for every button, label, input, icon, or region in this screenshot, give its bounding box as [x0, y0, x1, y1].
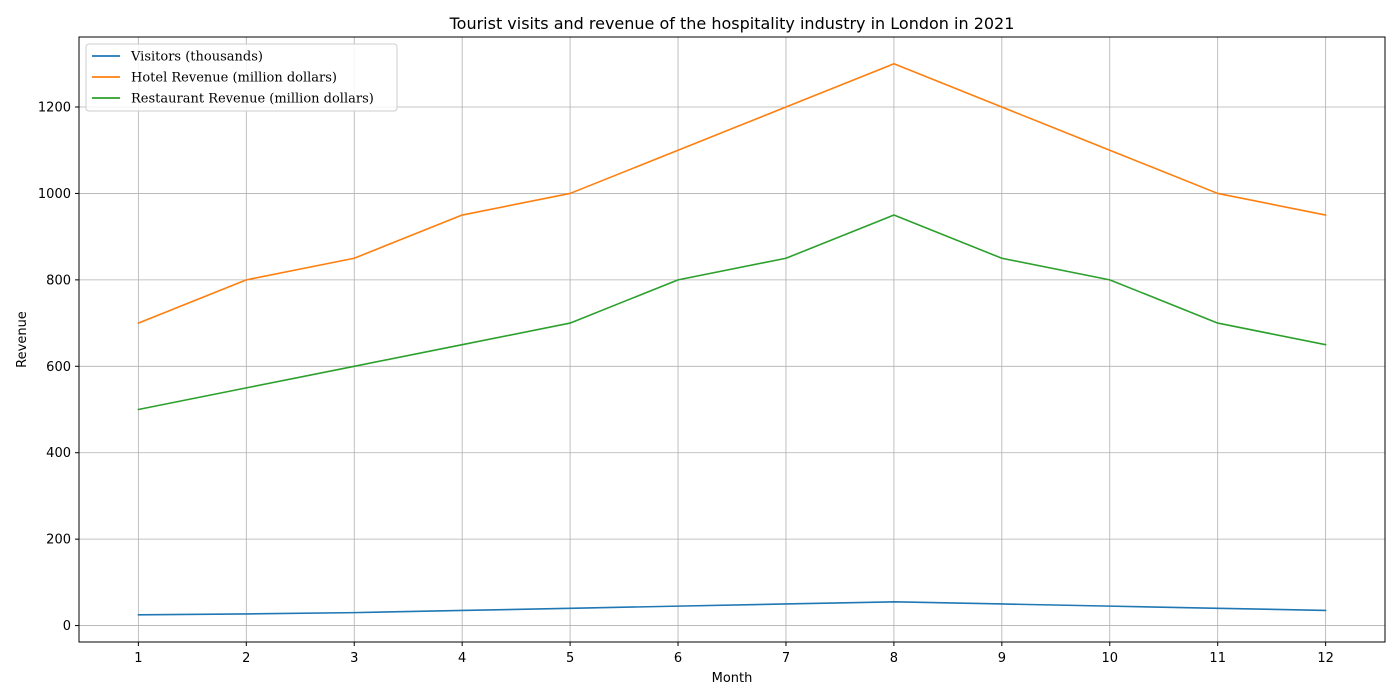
legend-label-1: Visitors (thousands): [130, 50, 263, 65]
x-tick-label: 10: [1101, 651, 1118, 666]
series-line-1: [137, 601, 1327, 616]
series-line-3: [137, 214, 1327, 411]
y-tick-label: 400: [46, 446, 71, 461]
x-tick-label: 5: [566, 651, 574, 666]
x-tick-label: 2: [242, 651, 250, 666]
y-tick-label: 1000: [38, 187, 71, 202]
y-tick-label: 1200: [38, 101, 71, 116]
y-tick-label: 200: [46, 533, 71, 548]
x-tick-label: 9: [998, 651, 1006, 666]
y-tick-label: 800: [46, 273, 71, 288]
x-tick-label: 7: [782, 651, 790, 666]
x-tick-label: 12: [1317, 651, 1334, 666]
x-tick-label: 8: [890, 651, 898, 666]
y-tick-label: 0: [63, 619, 71, 634]
legend-label-2: Hotel Revenue (million dollars): [131, 71, 337, 86]
x-tick-label: 3: [350, 651, 358, 666]
legend: Visitors (thousands) Hotel Revenue (milli…: [85, 43, 398, 112]
series-layer: [137, 62, 1327, 616]
plot-frame: [78, 36, 1386, 643]
chart-title: Tourist visits and revenue of the hospit…: [449, 14, 1015, 33]
x-axis-label: Month: [712, 671, 753, 686]
x-tick-label: 4: [458, 651, 466, 666]
x-tick-label: 11: [1209, 651, 1226, 666]
legend-label-3: Restaurant Revenue (million dollars): [131, 92, 374, 107]
legend-box: [85, 43, 398, 112]
y-axis-label: Revenue: [15, 311, 30, 368]
x-tick-label: 1: [134, 651, 142, 666]
grid-layer: [79, 37, 1385, 642]
series-line-2: [137, 62, 1327, 324]
y-tick-label: 600: [46, 360, 71, 375]
x-tick-label: 6: [674, 651, 682, 666]
